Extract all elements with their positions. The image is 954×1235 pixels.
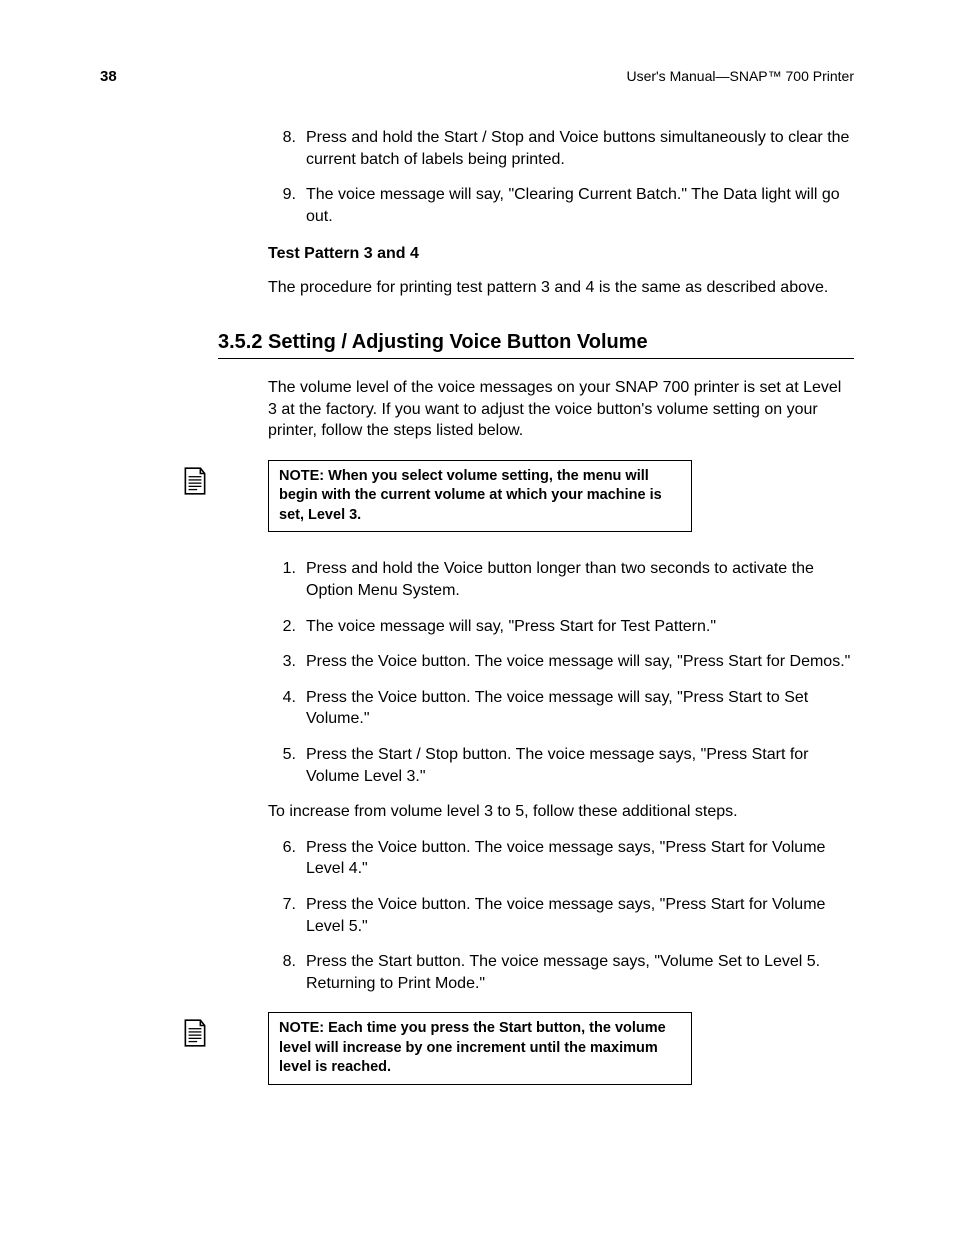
list-number: 9. <box>268 184 306 227</box>
list-item: 4. Press the Voice button. The voice mes… <box>268 687 854 730</box>
note-icon <box>182 1018 222 1053</box>
list-text: The voice message will say, "Clearing Cu… <box>306 184 854 227</box>
note-box: NOTE: When you select volume setting, th… <box>268 460 692 533</box>
list-item: 5. Press the Start / Stop button. The vo… <box>268 744 854 787</box>
page-number: 38 <box>100 68 117 85</box>
list-item: 6. Press the Voice button. The voice mes… <box>268 837 854 880</box>
page: 38 User's Manual—SNAP™ 700 Printer 8. Pr… <box>0 0 954 1235</box>
list-item: 8. Press and hold the Start / Stop and V… <box>268 127 854 170</box>
list-text: Press and hold the Voice button longer t… <box>306 558 854 601</box>
list-item: 8. Press the Start button. The voice mes… <box>268 951 854 994</box>
list-item: 3. Press the Voice button. The voice mes… <box>268 651 854 673</box>
list-text: The voice message will say, "Press Start… <box>306 616 854 638</box>
list-item: 2. The voice message will say, "Press St… <box>268 616 854 638</box>
list-text: Press and hold the Start / Stop and Voic… <box>306 127 854 170</box>
section-heading: 3.5.2 Setting / Adjusting Voice Button V… <box>218 331 854 354</box>
header-title: User's Manual—SNAP™ 700 Printer <box>626 68 854 85</box>
list-b: 1. Press and hold the Voice button longe… <box>268 558 854 994</box>
list-text: Press the Voice button. The voice messag… <box>306 687 854 730</box>
paragraph: The procedure for printing test pattern … <box>268 277 854 299</box>
list-text: Press the Start button. The voice messag… <box>306 951 854 994</box>
list-item: 9. The voice message will say, "Clearing… <box>268 184 854 227</box>
list-number: 6. <box>268 837 306 880</box>
paragraph: To increase from volume level 3 to 5, fo… <box>268 801 854 823</box>
note-row: NOTE: Each time you press the Start butt… <box>100 1012 854 1085</box>
paragraph: The volume level of the voice messages o… <box>268 377 854 442</box>
list-number: 5. <box>268 744 306 787</box>
list-text: Press the Voice button. The voice messag… <box>306 651 854 673</box>
subheading-test-pattern: Test Pattern 3 and 4 <box>268 245 854 263</box>
list-text: Press the Voice button. The voice messag… <box>306 837 854 880</box>
list-text: Press the Voice button. The voice messag… <box>306 894 854 937</box>
note-icon <box>182 466 222 501</box>
list-item: 1. Press and hold the Voice button longe… <box>268 558 854 601</box>
list-number: 7. <box>268 894 306 937</box>
list-number: 8. <box>268 951 306 994</box>
list-number: 8. <box>268 127 306 170</box>
list-number: 1. <box>268 558 306 601</box>
list-a: 8. Press and hold the Start / Stop and V… <box>268 127 854 227</box>
list-number: 4. <box>268 687 306 730</box>
list-number: 2. <box>268 616 306 638</box>
list-item: 7. Press the Voice button. The voice mes… <box>268 894 854 937</box>
note-row: NOTE: When you select volume setting, th… <box>100 460 854 533</box>
list-text: Press the Start / Stop button. The voice… <box>306 744 854 787</box>
list-number: 3. <box>268 651 306 673</box>
section-rule <box>218 358 854 359</box>
note-box: NOTE: Each time you press the Start butt… <box>268 1012 692 1085</box>
page-header: 38 User's Manual—SNAP™ 700 Printer <box>100 68 854 85</box>
